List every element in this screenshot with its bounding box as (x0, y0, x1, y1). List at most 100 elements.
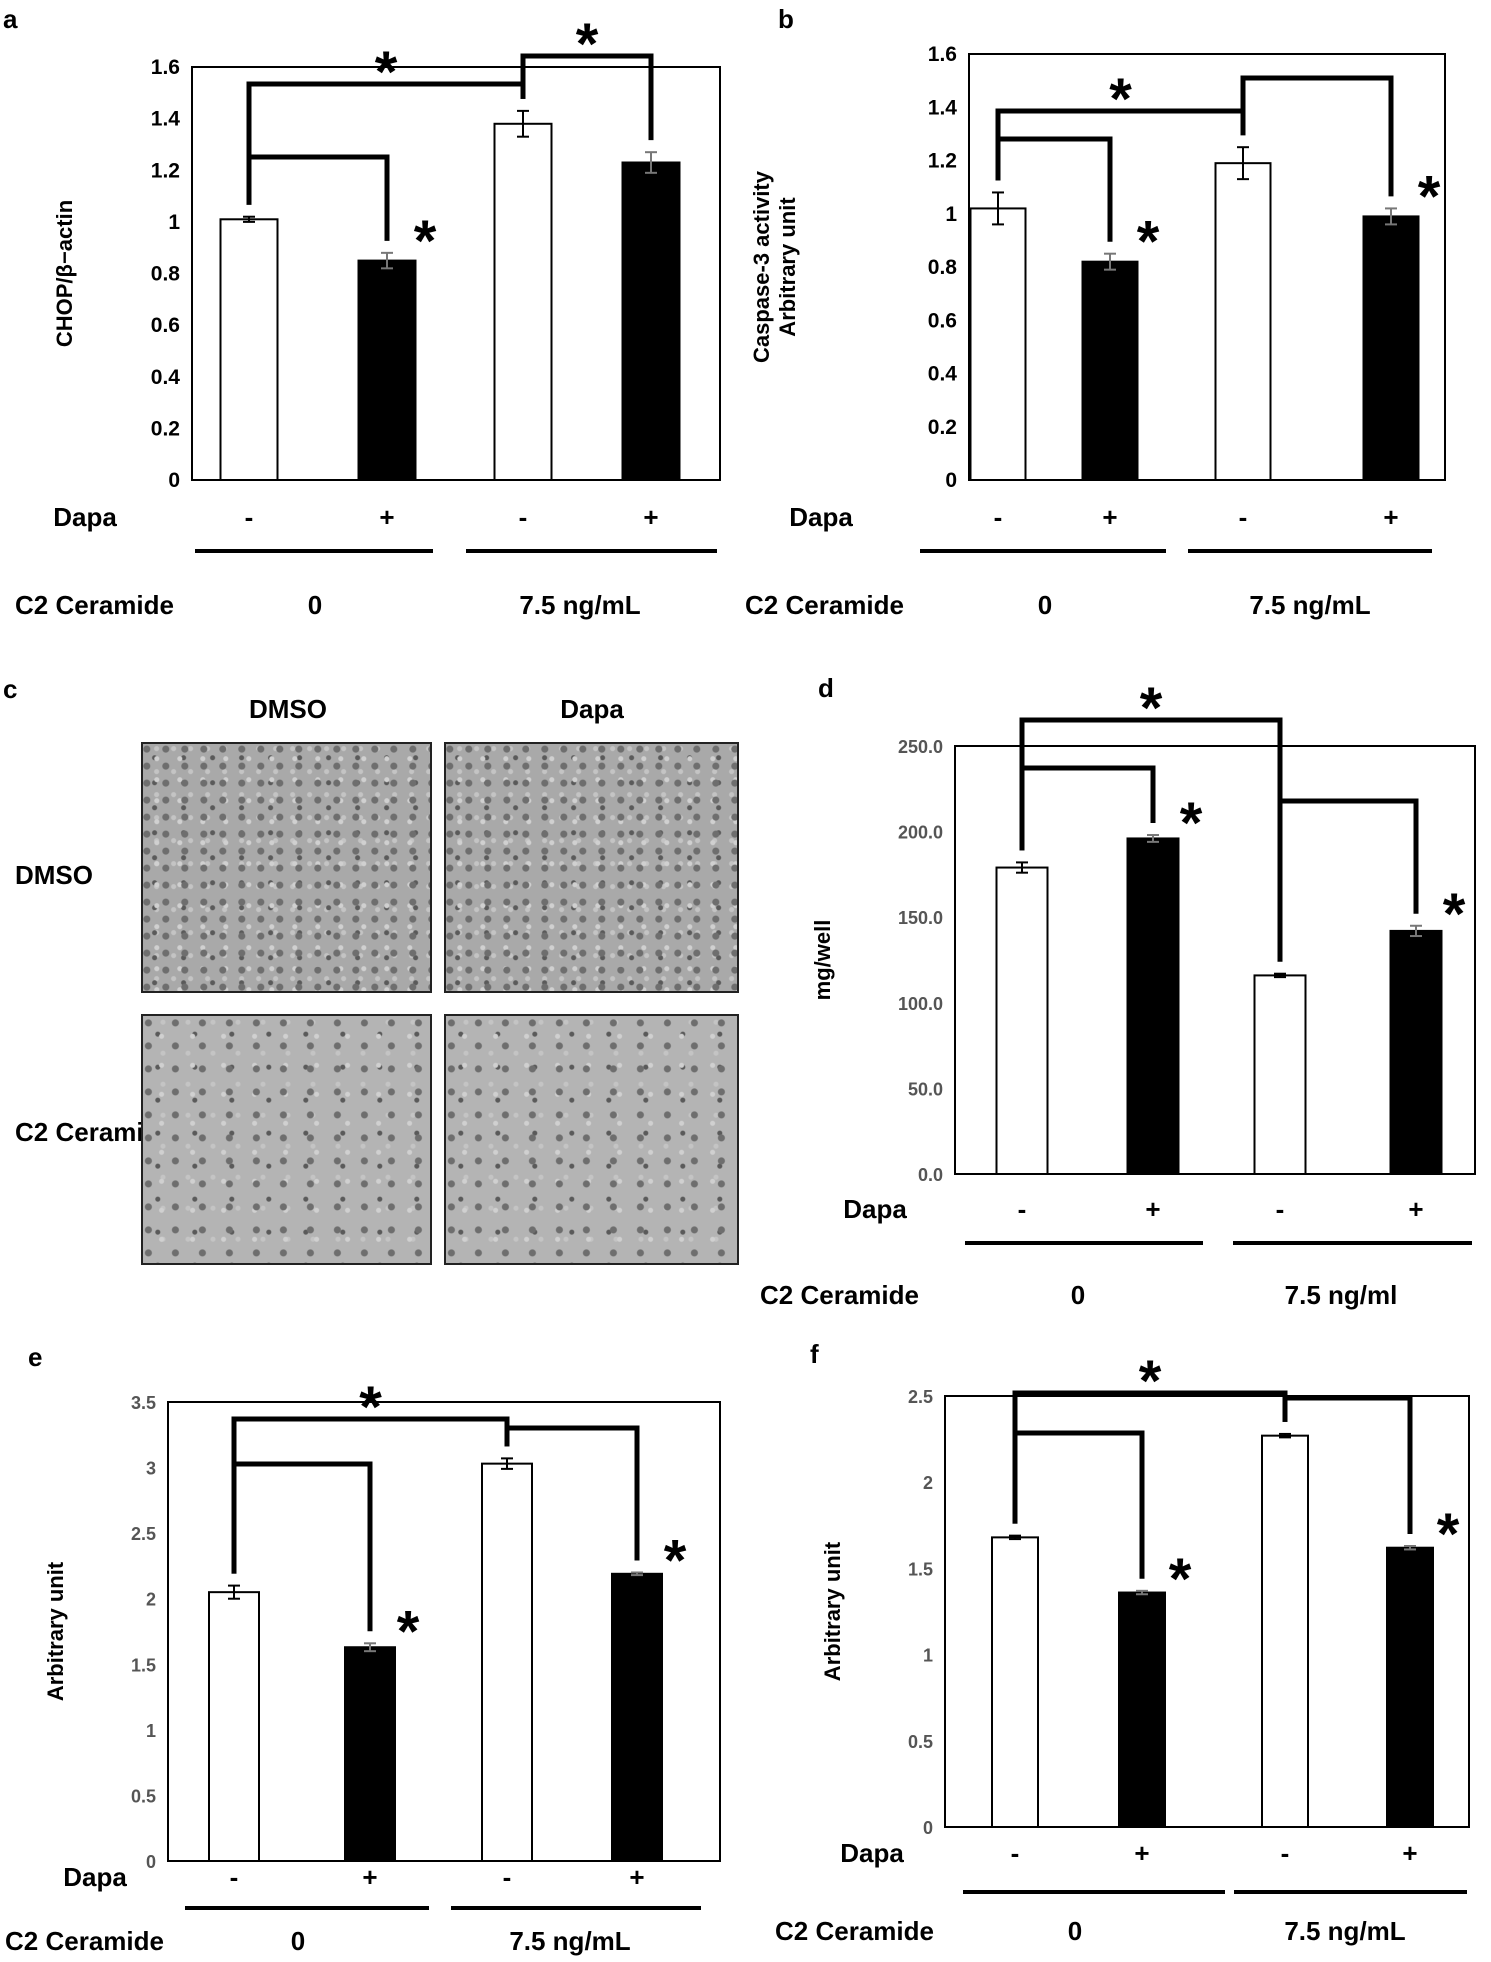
panel-letter-b: b (778, 4, 794, 34)
y-tick-label-b-5: 1 (945, 203, 957, 226)
bar-d-1 (1126, 837, 1180, 1175)
y-tick-label-b-0: 0 (945, 469, 957, 492)
y-tick-label-b-2: 0.4 (928, 363, 958, 386)
bar-e-1 (344, 1646, 396, 1863)
y-tick-label-a-0: 0 (168, 469, 180, 492)
bar-b-0 (969, 207, 1027, 482)
panel-letter-a: a (3, 4, 18, 34)
bar-f-2 (1261, 1434, 1309, 1828)
bar-b-3 (1362, 215, 1420, 481)
bar-d-0 (995, 866, 1049, 1175)
y-axis-label-e: Arbitrary unit (43, 1561, 68, 1701)
bar-d-3 (1389, 929, 1443, 1175)
micrograph-dmso-dapa (444, 742, 739, 993)
plot-frame-b (968, 53, 1446, 481)
dose-label-a-1: 7.5 ng/mL (519, 590, 640, 620)
dapa-sign-a-1: + (379, 502, 394, 532)
y-tick-label-f-4: 2 (923, 1473, 933, 1493)
bar-a-0 (219, 218, 279, 481)
bar-e-3 (611, 1572, 663, 1862)
y-tick-label-a-6: 1.2 (151, 159, 180, 182)
dose-label-e-0: 0 (291, 1926, 305, 1956)
panel-letter-c: c (3, 674, 17, 704)
dapa-sign-d-2: - (1276, 1194, 1285, 1224)
y-axis-label-b-0: Caspase-3 activity (749, 170, 774, 363)
y-axis-label-d: mg/well (810, 920, 835, 1001)
dapa-sign-f-2: - (1281, 1838, 1290, 1868)
significance-star-a-2: * (576, 12, 599, 77)
significance-star-e-0: * (397, 1599, 420, 1664)
bar-f-3 (1386, 1546, 1434, 1829)
y-tick-label-a-2: 0.4 (151, 366, 181, 389)
y-tick-label-f-2: 1 (923, 1646, 933, 1666)
y-tick-label-b-4: 0.8 (928, 256, 958, 279)
y-tick-label-e-0: 0 (146, 1852, 156, 1872)
dapa-sign-f-3: + (1402, 1838, 1417, 1868)
dapa-sign-b-0: - (994, 502, 1003, 532)
dose-label-a-0: 0 (308, 590, 322, 620)
significance-star-a-0: * (414, 209, 437, 274)
micrograph-col-header-1: Dapa (560, 694, 624, 724)
significance-bracket-e-2 (504, 1425, 640, 1561)
significance-bracket-d-2 (1277, 798, 1419, 931)
y-tick-label-e-6: 3 (146, 1459, 156, 1479)
dose-label-b-0: 0 (1038, 590, 1052, 620)
dapa-sign-e-0: - (230, 1862, 239, 1892)
y-axis-label-a: CHOP/β−actin (52, 200, 77, 347)
plot-frame-e (167, 1401, 721, 1862)
y-tick-label-b-7: 1.4 (928, 96, 958, 119)
dapa-label-e: Dapa (63, 1862, 127, 1892)
dose-label-d-0: 0 (1071, 1280, 1085, 1310)
y-tick-label-b-1: 0.2 (928, 416, 957, 439)
y-tick-label-e-1: 0.5 (131, 1786, 156, 1806)
micrograph-dmso-dmso (141, 742, 432, 993)
chart-b (920, 53, 1446, 553)
y-tick-label-e-3: 1.5 (131, 1655, 156, 1675)
c2-ceramide-label-d: C2 Ceramide (760, 1280, 919, 1310)
dapa-sign-e-1: + (362, 1862, 377, 1892)
micrograph-row-header-0: DMSO (15, 860, 93, 890)
bar-f-0 (991, 1536, 1039, 1829)
y-tick-label-d-5: 250.0 (898, 737, 943, 757)
plot-frame-a (191, 66, 721, 481)
dapa-sign-d-0: - (1018, 1194, 1027, 1224)
significance-bracket-a-2 (520, 53, 654, 141)
dose-label-e-1: 7.5 ng/mL (509, 1926, 630, 1956)
dapa-sign-f-1: + (1134, 1838, 1149, 1868)
dapa-sign-d-3: + (1408, 1194, 1423, 1224)
y-tick-label-b-3: 0.6 (928, 309, 957, 332)
bar-a-3 (621, 161, 681, 481)
bar-d-2 (1253, 974, 1307, 1176)
micrograph-col-header-0: DMSO (249, 694, 327, 724)
dose-label-b-1: 7.5 ng/mL (1249, 590, 1370, 620)
c2-ceramide-label-a: C2 Ceramide (15, 590, 174, 620)
y-tick-label-a-8: 1.6 (151, 56, 180, 79)
chart-f (944, 1390, 1470, 1894)
y-tick-label-d-0: 0.0 (918, 1165, 943, 1185)
significance-star-d-2: * (1443, 882, 1466, 947)
c2-ceramide-label-e: C2 Ceramide (5, 1926, 164, 1956)
panel-letter-e: e (28, 1342, 42, 1372)
dapa-sign-a-3: + (643, 502, 658, 532)
micrograph-c2-dapa (444, 1014, 739, 1265)
y-tick-label-b-8: 1.6 (928, 43, 957, 66)
significance-star-f-1: * (1139, 1349, 1162, 1414)
dapa-sign-e-2: - (503, 1862, 512, 1892)
dapa-label-f: Dapa (840, 1838, 904, 1868)
y-tick-label-f-3: 1.5 (908, 1559, 933, 1579)
dose-label-f-0: 0 (1068, 1916, 1082, 1946)
significance-star-b-0: * (1137, 210, 1160, 275)
y-tick-label-e-4: 2 (146, 1590, 156, 1610)
significance-star-e-1: * (359, 1375, 382, 1440)
bar-a-1 (357, 259, 417, 481)
y-tick-label-a-1: 0.2 (151, 417, 180, 440)
dapa-label-d: Dapa (843, 1194, 907, 1224)
dapa-sign-d-1: + (1145, 1194, 1160, 1224)
significance-star-f-2: * (1437, 1502, 1460, 1567)
significance-star-d-1: * (1140, 676, 1163, 741)
chart-d (954, 717, 1476, 1245)
y-tick-label-f-0: 0 (923, 1818, 933, 1838)
dapa-sign-b-1: + (1102, 502, 1117, 532)
y-tick-label-f-1: 0.5 (908, 1732, 933, 1752)
